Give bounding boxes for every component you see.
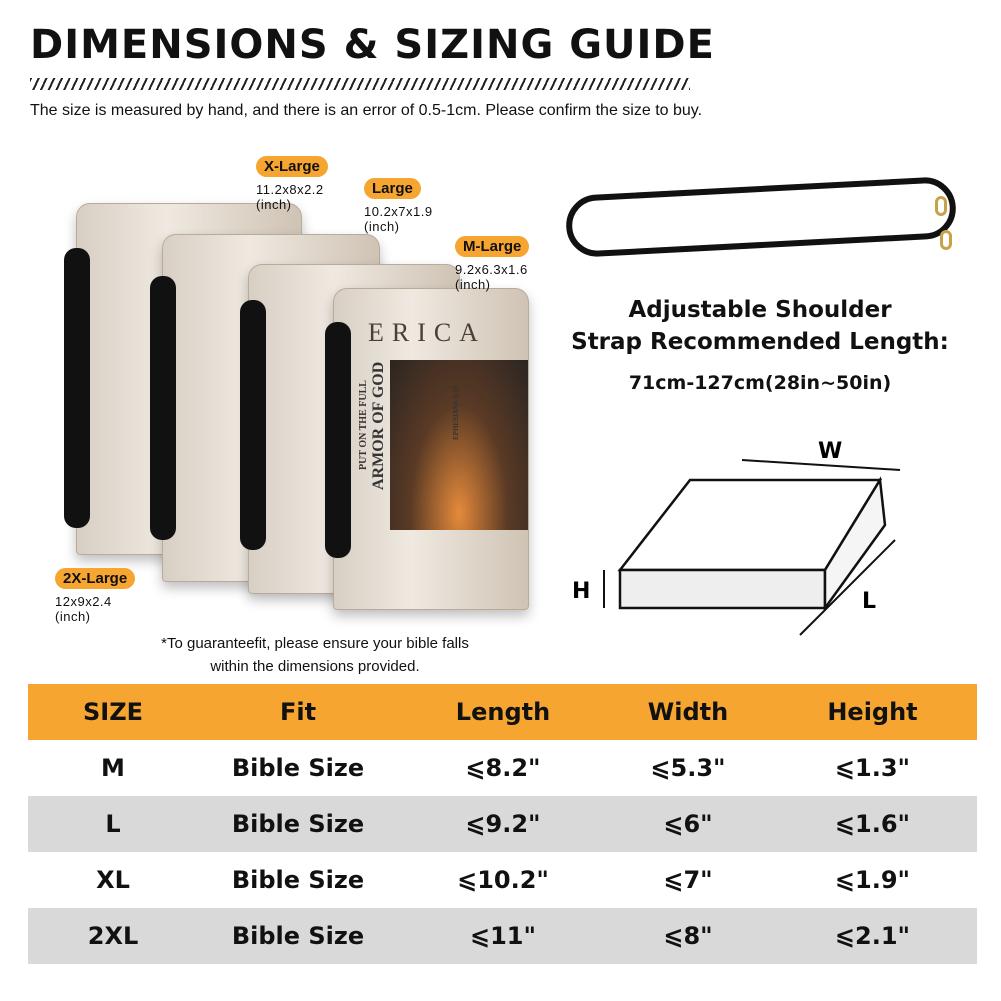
size-dims: 12x9x2.4: [55, 594, 112, 609]
page-title: DIMENSIONS & SIZING GUIDE: [30, 22, 715, 68]
handle: [240, 300, 266, 550]
size-badge: 2X-Large: [55, 568, 136, 589]
header-width: Width: [608, 684, 768, 740]
size-badge: X-Large: [256, 156, 328, 177]
note-line: within the dimensions provided.: [210, 658, 420, 675]
header-fit: Fit: [198, 684, 398, 740]
table-header: SIZE Fit Length Width Height: [28, 684, 977, 740]
size-unit: (inch): [364, 219, 400, 234]
cell-fit: Bible Size: [231, 866, 365, 894]
size-dims: 11.2x8x2.2: [256, 182, 324, 197]
table-row: XL Bible Size ⩽10.2" ⩽7" ⩽1.9": [28, 852, 977, 908]
cover-title-1: PUT ON THE FULL: [358, 380, 369, 470]
subtitle: The size is measured by hand, and there …: [30, 102, 703, 119]
label-w: W: [818, 439, 842, 464]
note-line: *To guaranteefit, please ensure your bib…: [161, 635, 469, 652]
label-h: H: [572, 579, 590, 604]
cover-title-2: ARMOR OF GOD: [370, 361, 387, 490]
armor-knight-artwork: [390, 360, 528, 530]
cell-size: L: [28, 796, 198, 852]
letter: A: [459, 318, 479, 347]
cell-size: 2XL: [28, 908, 198, 964]
cell-fit: Bible Size: [198, 796, 398, 852]
cell-length: ⩽10.2": [457, 866, 549, 894]
size-unit: (inch): [455, 277, 491, 292]
cell-length: ⩽11": [398, 908, 608, 964]
cell-width: ⩽8": [608, 908, 768, 964]
header-height: Height: [768, 684, 977, 740]
size-label-l: Large 10.2x7x1.9 (inch): [364, 178, 433, 234]
strap-clasp-icon: [940, 230, 952, 250]
size-label-xl: X-Large 11.2x8x2.2 (inch): [256, 156, 328, 212]
cell-fit: Bible Size: [198, 908, 398, 964]
book-dimension-diagram: W H L: [572, 439, 901, 636]
size-unit: (inch): [55, 609, 91, 624]
fit-note: *To guaranteefit, please ensure your bib…: [100, 632, 530, 678]
table-row: 2XL Bible Size ⩽11" ⩽8" ⩽2.1": [28, 908, 977, 964]
book-spine: [823, 476, 887, 612]
size-label-2xl: 2X-Large 12x9x2.4 (inch): [55, 568, 136, 624]
letter: C: [433, 318, 452, 347]
handle: [64, 248, 90, 528]
cell-size: XL: [96, 866, 130, 894]
cell-height: ⩽1.9": [834, 866, 911, 894]
cell-width: ⩽6": [608, 796, 768, 852]
length-line: [799, 539, 896, 636]
handle: [150, 276, 176, 540]
size-dims: 9.2x6.3x1.6: [455, 262, 528, 277]
label-l: L: [862, 589, 876, 614]
size-badge: Large: [364, 178, 421, 199]
size-unit: (inch): [256, 197, 292, 212]
cell-height: ⩽1.3": [834, 754, 911, 782]
handle: [325, 322, 351, 558]
strap-length: 71cm-127cm(28in~50in): [628, 372, 892, 394]
width-line: [741, 459, 901, 471]
cell-height: ⩽1.6": [768, 796, 977, 852]
size-label-ml: M-Large 9.2x6.3x1.6 (inch): [455, 236, 530, 292]
size-badge: M-Large: [455, 236, 530, 257]
cell-height: ⩽2.1": [768, 908, 977, 964]
book-pages: [618, 568, 827, 610]
table-row: L Bible Size ⩽9.2" ⩽6" ⩽1.6": [28, 796, 977, 852]
cover-verse: EPHESIANS 6:10: [452, 385, 460, 440]
strap-line: Strap Recommended Length:: [571, 329, 949, 355]
size-dims: 10.2x7x1.9: [364, 204, 433, 219]
header-length: Length: [398, 684, 608, 740]
cell-fit: Bible Size: [231, 754, 365, 782]
strap-heading: Adjustable Shoulder Strap Recommended Le…: [570, 294, 950, 358]
cell-length: ⩽8.2": [465, 754, 541, 782]
cell-size: M: [101, 754, 125, 782]
size-table: SIZE Fit Length Width Height M Bible Size…: [28, 684, 977, 964]
strap-clasp-icon: [935, 196, 947, 216]
cell-width: ⩽7": [663, 866, 713, 894]
letter: I: [417, 318, 426, 347]
strap-line: Adjustable Shoulder: [628, 297, 892, 323]
name-letters: E R I C A: [368, 318, 478, 348]
cell-length: ⩽9.2": [398, 796, 608, 852]
letter: E: [368, 318, 384, 347]
cell-width: ⩽5.3": [650, 754, 726, 782]
header-size: SIZE: [28, 684, 198, 740]
shoulder-strap-image: [564, 175, 958, 259]
dashed-divider: [30, 78, 690, 90]
letter: R: [391, 318, 410, 347]
table-row: M Bible Size ⩽8.2" ⩽5.3" ⩽1.3": [28, 740, 977, 796]
